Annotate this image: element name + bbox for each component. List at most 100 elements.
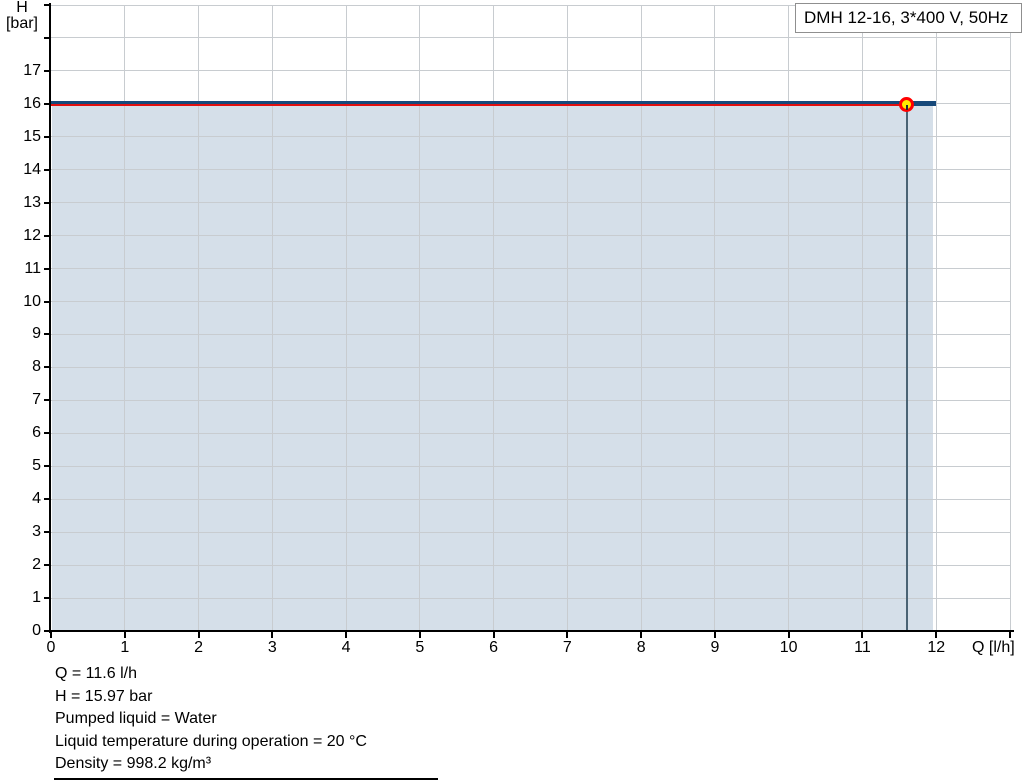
info-line-head: H = 15.97 bar [55,687,153,705]
y-tick-label: 6 [32,424,41,442]
y-axis-unit-label: H [bar] [1,0,43,32]
x-axis-tick [50,632,52,638]
y-axis-unit-line1: H [16,0,28,16]
info-line-flow: Q = 11.6 l/h [55,665,137,682]
x-tick-label: 10 [779,639,798,656]
gridline-horizontal [51,531,1010,533]
x-tick-label: 8 [636,639,646,656]
gridline-horizontal [51,136,1010,138]
x-axis-tick [345,632,348,638]
gridline-vertical [714,5,716,631]
y-tick-label: 15 [23,127,41,145]
y-tick-label: 8 [32,358,41,376]
gridline-horizontal [51,4,1010,6]
gridline-horizontal [51,498,1010,500]
gridline-horizontal [51,301,1010,303]
gridline-horizontal [51,202,1010,204]
y-axis-tick [44,531,51,534]
x-tick-label: 12 [927,639,946,656]
y-tick-label: 14 [23,160,41,178]
y-axis-tick [44,300,51,303]
y-axis-tick [44,234,51,237]
gridline-vertical [640,5,642,631]
y-tick-label: 5 [32,457,41,475]
y-tick-label: 1 [32,589,41,607]
gridline-vertical [1009,5,1011,631]
gridline-horizontal [51,333,1010,335]
gridline-horizontal [51,169,1010,171]
y-tick-label: 13 [23,193,41,211]
operating-point-notch [905,104,908,110]
y-tick-label: 10 [23,292,41,310]
x-axis-tick [197,632,200,638]
y-tick-label: 9 [32,325,41,343]
gridline-vertical [935,5,937,631]
x-tick-label: 11 [854,639,871,656]
gridline-vertical [861,5,863,631]
y-axis-tick [44,597,51,600]
bottom-divider-line [54,778,438,780]
operating-curve-line [51,103,907,106]
gridline-horizontal [51,564,1010,566]
x-axis-tick [1009,632,1011,638]
gridline-vertical [788,5,790,631]
gridline-horizontal [51,366,1010,368]
y-axis-tick [44,333,51,336]
y-axis-tick [44,432,51,435]
x-axis-tick [418,632,421,638]
y-axis-tick [44,630,51,632]
operating-data-panel: Q = 11.6 l/h H = 15.97 bar Pumped liquid… [55,663,367,776]
gridline-vertical [124,5,126,631]
x-axis-tick [787,632,790,638]
gridline-vertical [493,5,495,631]
gridline-vertical [419,5,421,631]
gridline-horizontal [51,465,1010,467]
y-axis-tick [44,366,51,369]
x-tick-label: 1 [120,639,130,656]
x-axis-line [45,630,1014,632]
y-axis-tick [44,135,51,138]
x-axis-tick [861,632,864,638]
y-axis-tick [44,201,51,204]
y-tick-label: 7 [32,391,41,409]
x-tick-label: 6 [489,639,499,656]
y-tick-label: 12 [23,226,41,244]
x-tick-label: 4 [341,639,351,656]
x-axis-tick [492,632,495,638]
x-tick-label: 0 [46,639,56,656]
y-axis-tick [44,399,51,402]
info-line-temperature: Liquid temperature during operation = 20… [55,732,367,750]
x-axis-unit-label: Q [l/h] [972,639,1015,656]
legend-label: DMH 12-16, 3*400 V, 50Hz [804,8,1009,27]
gridline-horizontal [51,399,1010,401]
operating-point-drop-line [905,104,908,631]
y-axis-tick [44,36,51,39]
y-axis-tick [44,168,51,171]
gridline-vertical [198,5,200,631]
x-axis-tick [640,632,643,638]
x-tick-label: 7 [562,639,572,656]
x-tick-label: 2 [194,639,203,656]
y-tick-label: 3 [32,523,41,541]
x-tick-label: 9 [710,639,720,656]
gridline-vertical [271,5,273,631]
y-axis-tick [44,69,51,72]
gridline-horizontal [51,268,1010,270]
y-tick-label: 11 [24,259,41,277]
gridline-horizontal [51,597,1010,599]
y-tick-label: 17 [23,61,41,79]
y-axis-tick [44,564,51,567]
y-axis-tick [44,102,51,105]
y-axis-tick [44,4,51,6]
y-axis-tick [44,465,51,468]
gridline-horizontal [51,70,1010,72]
gridline-vertical [345,5,347,631]
gridline-horizontal [51,235,1010,237]
y-tick-label: 16 [23,94,41,112]
y-axis-tick [44,498,51,501]
x-axis-tick [123,632,126,638]
gridline-vertical [566,5,568,631]
x-axis-tick [935,632,938,638]
